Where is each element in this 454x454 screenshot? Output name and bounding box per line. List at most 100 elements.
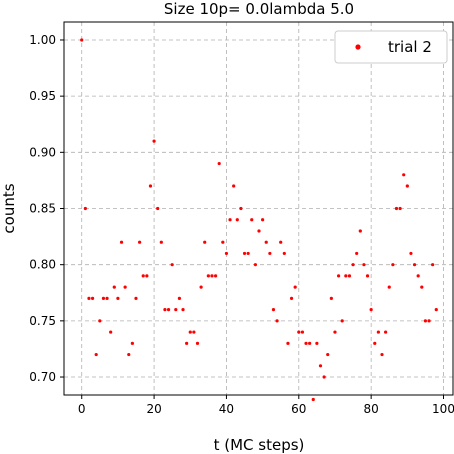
data-point: [105, 296, 109, 300]
data-point: [217, 161, 221, 166]
x-tick-label: 40: [219, 402, 234, 416]
data-point: [195, 341, 200, 345]
y-tick-label: 0.95: [29, 89, 56, 103]
legend-box: [334, 30, 448, 64]
data-point: [224, 251, 229, 256]
data-point: [152, 139, 156, 143]
data-point: [210, 274, 214, 278]
data-point: [127, 352, 131, 357]
data-point: [322, 375, 326, 379]
data-point: [373, 341, 377, 345]
x-tick-label: 80: [364, 402, 379, 416]
data-point: [304, 341, 308, 345]
data-point: [87, 296, 91, 300]
data-point: [282, 251, 286, 256]
y-axis-label: counts: [0, 183, 18, 233]
data-point: [213, 274, 218, 278]
data-point: [297, 330, 301, 334]
data-point: [112, 285, 116, 289]
data-point: [347, 274, 352, 278]
data-point: [264, 240, 268, 244]
data-point: [369, 308, 373, 312]
data-point: [311, 397, 315, 402]
data-point: [130, 341, 134, 345]
data-point: [83, 206, 87, 211]
data-point: [192, 330, 196, 334]
legend-label: trial 2: [388, 38, 432, 56]
data-point: [387, 285, 391, 289]
data-point: [434, 308, 438, 312]
data-point: [279, 240, 283, 244]
data-point: [329, 296, 333, 300]
data-point: [242, 251, 247, 256]
y-tick-label: 0.80: [29, 258, 56, 272]
data-point: [318, 364, 323, 368]
data-point: [271, 308, 276, 312]
data-point: [286, 341, 290, 345]
data-point: [156, 206, 160, 211]
data-point: [340, 319, 344, 323]
data-point: [398, 206, 402, 211]
data-point: [246, 251, 250, 256]
data-point: [253, 263, 257, 267]
data-point: [235, 218, 239, 222]
data-point: [228, 218, 232, 222]
data-point: [199, 285, 203, 289]
data-points: [80, 38, 438, 402]
data-point: [206, 274, 210, 278]
data-point: [250, 218, 254, 222]
data-point: [275, 319, 279, 323]
data-point: [123, 285, 127, 289]
data-point: [109, 330, 113, 334]
data-point: [159, 240, 163, 244]
data-point: [185, 341, 189, 345]
data-point: [293, 285, 297, 289]
data-point: [119, 240, 124, 244]
data-point: [170, 263, 174, 267]
y-tick-label: 0.90: [29, 145, 56, 159]
data-point: [333, 330, 337, 334]
y-tick-label: 0.85: [29, 202, 56, 216]
x-tick-label: 100: [432, 402, 454, 416]
data-point: [177, 296, 182, 300]
data-point: [384, 330, 388, 334]
data-point: [344, 274, 348, 278]
data-point: [326, 352, 330, 357]
data-point: [362, 263, 366, 267]
y-tick-label: 0.75: [29, 314, 56, 328]
data-point: [232, 184, 236, 188]
data-point: [98, 319, 102, 323]
data-point: [221, 240, 225, 244]
data-point: [80, 38, 84, 42]
data-point: [427, 319, 431, 323]
data-point: [412, 263, 417, 267]
data-point: [394, 206, 399, 211]
data-point: [141, 274, 145, 278]
data-point: [431, 263, 435, 267]
data-point: [257, 229, 261, 233]
x-tick-label: 60: [291, 402, 306, 416]
data-point: [134, 296, 138, 300]
data-point: [405, 184, 409, 188]
data-point: [166, 308, 171, 312]
data-point: [261, 218, 265, 222]
data-point: [90, 296, 95, 300]
data-point: [94, 352, 98, 357]
data-point: [380, 352, 384, 357]
legend: trial 2: [334, 30, 448, 64]
data-point: [409, 251, 413, 256]
y-tick-label: 0.70: [29, 370, 56, 384]
data-point: [391, 263, 395, 267]
data-point: [355, 251, 359, 256]
data-point: [268, 251, 272, 256]
data-point: [188, 330, 192, 334]
x-tick-label: 0: [78, 402, 86, 416]
data-point: [181, 308, 185, 312]
axis-ticks: 0 20 40 60 80 100 0.70 0.75 0.80 0.85 0.90 0.95 1.00: [29, 33, 454, 416]
data-point: [289, 296, 294, 300]
data-point: [300, 330, 305, 334]
data-point: [315, 341, 319, 345]
y-tick-label: 1.00: [29, 33, 56, 47]
data-point: [116, 296, 120, 300]
